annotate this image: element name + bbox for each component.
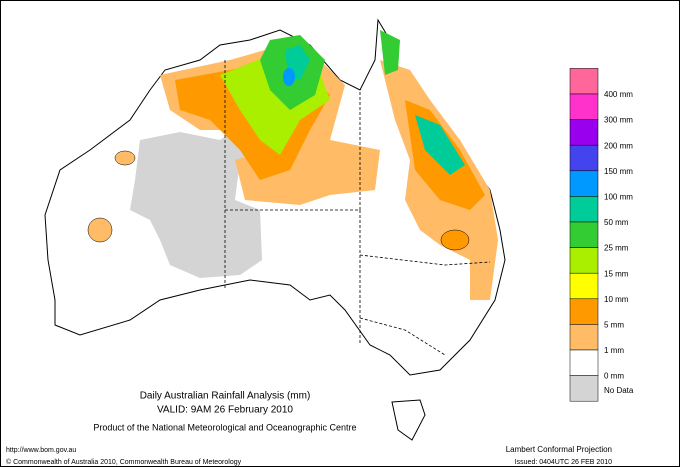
rain-patch [440, 229, 470, 251]
legend-swatch [569, 119, 599, 146]
legend-swatch [569, 144, 599, 172]
legend: 400 mm 300 mm 200 mm 150 mm 100 mm 50 mm 25 mm… [569, 68, 634, 402]
product-line: Product of the National Meteorological a… [93, 422, 356, 432]
legend-label: 200 mm [604, 141, 633, 150]
legend-label: 300 mm [604, 116, 633, 125]
legend-swatch [569, 349, 599, 376]
legend-label: 0 mm [604, 372, 624, 381]
issued: Issued: 0404UTC 26 FEB 2010 [515, 459, 612, 466]
legend-swatch [569, 93, 599, 120]
tasmania [391, 399, 426, 441]
legend-swatch [569, 247, 599, 274]
state-borders [224, 60, 491, 356]
projection: Lambert Conformal Projection [506, 445, 612, 454]
legend-swatch [569, 221, 599, 248]
rain-patch [87, 217, 113, 243]
legend-label: 25 mm [604, 244, 629, 253]
valid-time: VALID: 9AM 26 February 2010 [157, 405, 293, 416]
legend-label: 50 mm [604, 218, 629, 227]
legend-label: 400 mm [604, 90, 633, 99]
legend-label: 15 mm [604, 269, 629, 278]
legend-label: 1 mm [604, 346, 624, 355]
rain-patch [114, 150, 136, 166]
no-data-region [130, 120, 268, 278]
legend-swatch [569, 324, 599, 351]
legend-no-data: No Data [604, 386, 634, 395]
legend-swatch [569, 170, 599, 197]
rain-east-25mm [380, 30, 400, 75]
copyright: © Commonwealth of Australia 2010, Common… [6, 458, 242, 466]
legend-swatch [569, 375, 599, 402]
rain-100mm [283, 68, 295, 86]
legend-label: 10 mm [604, 295, 629, 304]
legend-swatch [569, 298, 599, 325]
legend-label: 100 mm [604, 193, 633, 202]
legend-label: 5 mm [604, 321, 624, 330]
map-title: Daily Australian Rainfall Analysis (mm) [140, 391, 311, 402]
legend-swatch [569, 68, 599, 95]
url: http://www.bom.gov.au [6, 447, 76, 454]
legend-label: 150 mm [604, 167, 633, 176]
rain-east-50mm [415, 115, 465, 175]
border-nsw-vic [359, 317, 446, 356]
border-qld-nsw [359, 254, 491, 266]
legend-swatch [569, 196, 599, 223]
legend-swatch [569, 272, 599, 300]
